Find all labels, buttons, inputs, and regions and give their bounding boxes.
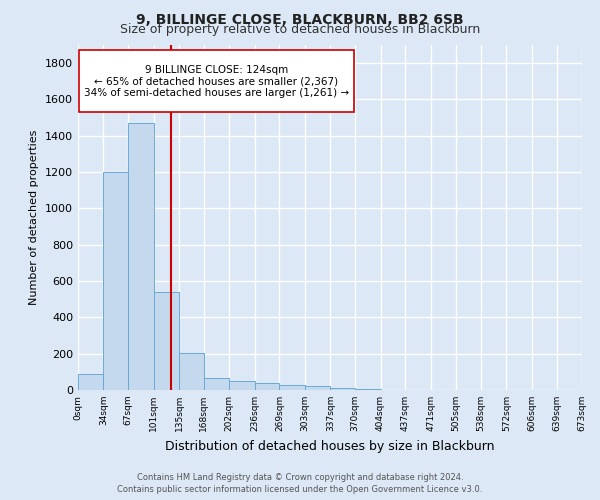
Bar xyxy=(128,123,154,390)
Bar xyxy=(355,389,380,390)
Bar xyxy=(154,292,179,390)
Text: 9 BILLINGE CLOSE: 124sqm
← 65% of detached houses are smaller (2,367)
34% of sem: 9 BILLINGE CLOSE: 124sqm ← 65% of detach… xyxy=(84,64,349,98)
Bar xyxy=(179,353,204,390)
Bar xyxy=(103,172,128,390)
Bar xyxy=(78,374,103,390)
Bar xyxy=(255,382,280,390)
Text: Size of property relative to detached houses in Blackburn: Size of property relative to detached ho… xyxy=(120,22,480,36)
Text: 9, BILLINGE CLOSE, BLACKBURN, BB2 6SB: 9, BILLINGE CLOSE, BLACKBURN, BB2 6SB xyxy=(136,12,464,26)
Bar xyxy=(331,388,355,390)
Bar xyxy=(204,378,229,390)
Y-axis label: Number of detached properties: Number of detached properties xyxy=(29,130,40,305)
Bar xyxy=(229,381,255,390)
Bar xyxy=(280,384,305,390)
Text: Contains HM Land Registry data © Crown copyright and database right 2024.
Contai: Contains HM Land Registry data © Crown c… xyxy=(118,472,482,494)
Bar xyxy=(305,386,331,390)
FancyBboxPatch shape xyxy=(79,50,353,112)
X-axis label: Distribution of detached houses by size in Blackburn: Distribution of detached houses by size … xyxy=(165,440,495,452)
